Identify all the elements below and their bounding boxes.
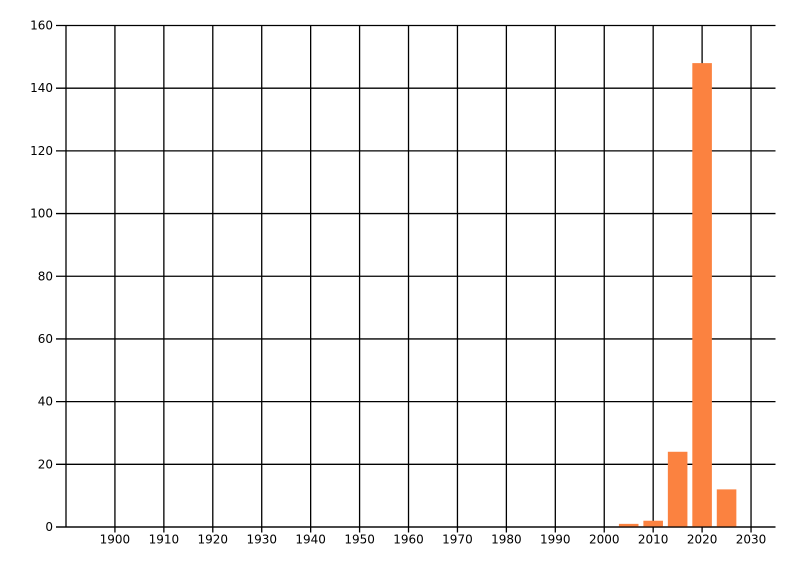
x-tick-label: 2030 [736, 533, 767, 547]
y-tick-label: 60 [38, 332, 53, 346]
y-tick-label: 140 [30, 81, 53, 95]
y-tick-label: 160 [30, 19, 53, 33]
x-tick-label: 1930 [246, 533, 277, 547]
x-tick-label: 2000 [589, 533, 620, 547]
bar-2020 [692, 63, 712, 528]
x-tick-label: 1960 [393, 533, 424, 547]
bar-2005 [618, 523, 639, 527]
y-tick-label: 0 [45, 520, 53, 534]
x-tick-label: 1910 [149, 533, 180, 547]
x-tick-label: 2020 [687, 533, 718, 547]
x-tick-label: 1950 [344, 533, 375, 547]
y-tick-label: 20 [38, 457, 53, 471]
bar-2015 [667, 451, 688, 527]
x-tick-label: 1980 [491, 533, 522, 547]
y-tick-label: 40 [38, 395, 53, 409]
x-tick-label: 1920 [198, 533, 229, 547]
bar-2010 [643, 520, 663, 527]
x-tick-label: 1990 [540, 533, 571, 547]
y-tick-label: 120 [30, 144, 53, 158]
x-tick-label: 1940 [295, 533, 326, 547]
bar-2025 [716, 489, 737, 527]
y-tick-label: 80 [38, 269, 53, 283]
x-tick-label: 2010 [638, 533, 669, 547]
x-tick-label: 1970 [442, 533, 473, 547]
x-tick-label: 1900 [100, 533, 131, 547]
y-tick-label: 100 [30, 207, 53, 221]
